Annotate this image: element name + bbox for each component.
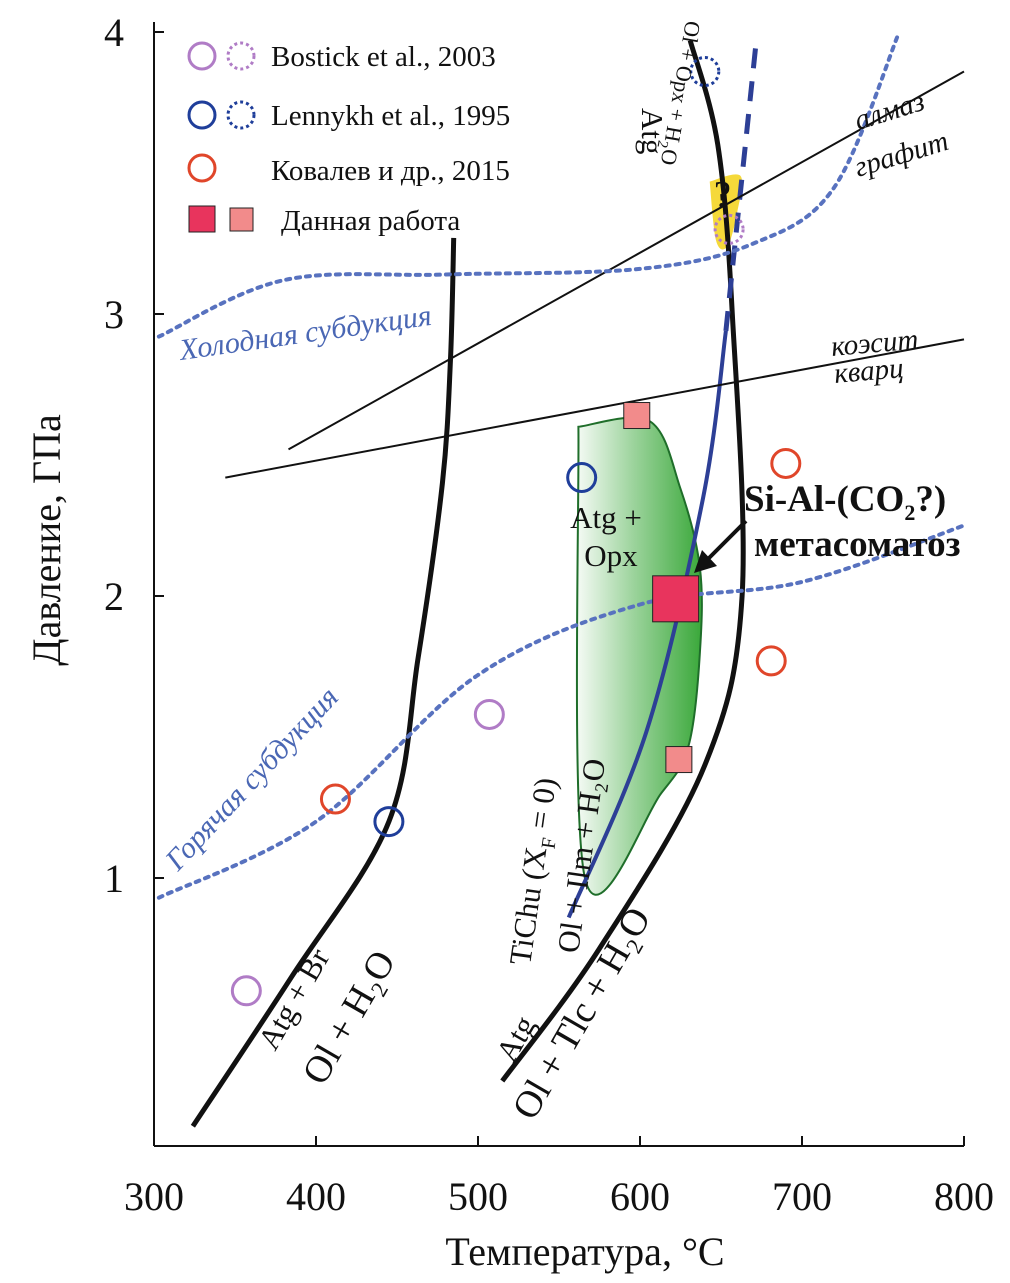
legend-label-this-work: Данная работа <box>281 205 460 237</box>
label-question: ? <box>714 174 731 216</box>
label-ol-opx-h2o: Ol + Opx + H2O <box>651 18 706 167</box>
curve-hot-subduction <box>156 523 966 900</box>
data-point-8 <box>755 645 787 677</box>
legend-label-lennykh: Lennykh et al., 1995 <box>271 100 510 132</box>
legend-marker-lennykh-solid <box>187 100 217 130</box>
metasomatism-arrow-shaft <box>703 519 748 564</box>
curve-atg-tlc <box>500 39 746 1083</box>
legend-marker-this-work-small <box>229 207 254 232</box>
label-metasomatism-title: Si-Al-(CO2?) <box>744 479 946 525</box>
points-layer <box>230 55 802 1007</box>
curve-diamond-graphite <box>288 70 965 451</box>
legend-label-kovalev: Ковалев и др., 2015 <box>271 155 510 187</box>
legend-marker-this-work-large <box>188 205 216 233</box>
curve-cold-subduction <box>156 30 902 339</box>
x-axis-title: Температура, °C <box>445 1229 724 1274</box>
x-tick-label-600: 600 <box>610 1174 670 1219</box>
label-coesite: коэсит <box>830 323 920 362</box>
data-point-1 <box>473 698 505 730</box>
label-cold-subduction: Холодная субдукция <box>176 299 433 367</box>
curves-layer <box>156 30 966 1128</box>
data-point-4 <box>566 462 598 494</box>
y-tick-label-3: 3 <box>104 292 124 337</box>
data-point-this-work-9 <box>652 575 700 623</box>
legend-marker-kovalev <box>187 153 217 183</box>
data-point-6 <box>319 783 351 815</box>
label-metasomatism: метасоматоз <box>754 524 961 565</box>
legend-marker-bostick-solid <box>187 41 217 71</box>
data-point-7 <box>770 447 802 479</box>
legend: Bostick et al., 2003 Lennykh et al., 199… <box>187 41 510 237</box>
curve-tichu <box>566 330 728 919</box>
data-point-this-work-10 <box>623 402 651 430</box>
legend-marker-bostick-dotted <box>226 41 256 71</box>
ticks-layer: 300 400 500 600 700 800 1 2 3 4 <box>104 10 994 1219</box>
regions-layer <box>575 174 743 896</box>
curve-tichu-ext <box>723 37 760 332</box>
label-diamond: алмаз <box>851 85 929 136</box>
metasomatism-arrow-head <box>694 550 717 573</box>
data-point-this-work-11 <box>665 746 693 774</box>
x-tick-label-400: 400 <box>286 1174 346 1219</box>
x-tick-label-800: 800 <box>934 1174 994 1219</box>
legend-marker-lennykh-dotted <box>226 100 256 130</box>
axes <box>153 22 964 1147</box>
label-field-opx: Opx <box>584 538 638 573</box>
y-tick-label-1: 1 <box>104 856 124 901</box>
label-quartz: кварц <box>833 352 905 390</box>
legend-label-bostick: Bostick et al., 2003 <box>271 41 496 73</box>
label-atg-top: Atg <box>635 108 670 155</box>
region-atg-opx-field <box>575 416 703 896</box>
data-point-3 <box>373 806 405 838</box>
curve-atg-br <box>190 237 457 1128</box>
x-tick-label-300: 300 <box>124 1174 184 1219</box>
y-tick-label-4: 4 <box>104 10 124 55</box>
data-point-0 <box>230 975 262 1007</box>
y-axis-title: Давление, ГПа <box>24 414 69 666</box>
curve-coesite-quartz <box>225 338 965 479</box>
label-field-atg: Atg + <box>570 500 642 535</box>
data-point-5 <box>689 55 721 87</box>
x-tick-label-500: 500 <box>448 1174 508 1219</box>
x-tick-label-700: 700 <box>772 1174 832 1219</box>
data-point-2 <box>713 213 745 245</box>
label-hot-subduction: Горячая субдукция <box>158 681 345 878</box>
y-tick-label-2: 2 <box>104 574 124 619</box>
